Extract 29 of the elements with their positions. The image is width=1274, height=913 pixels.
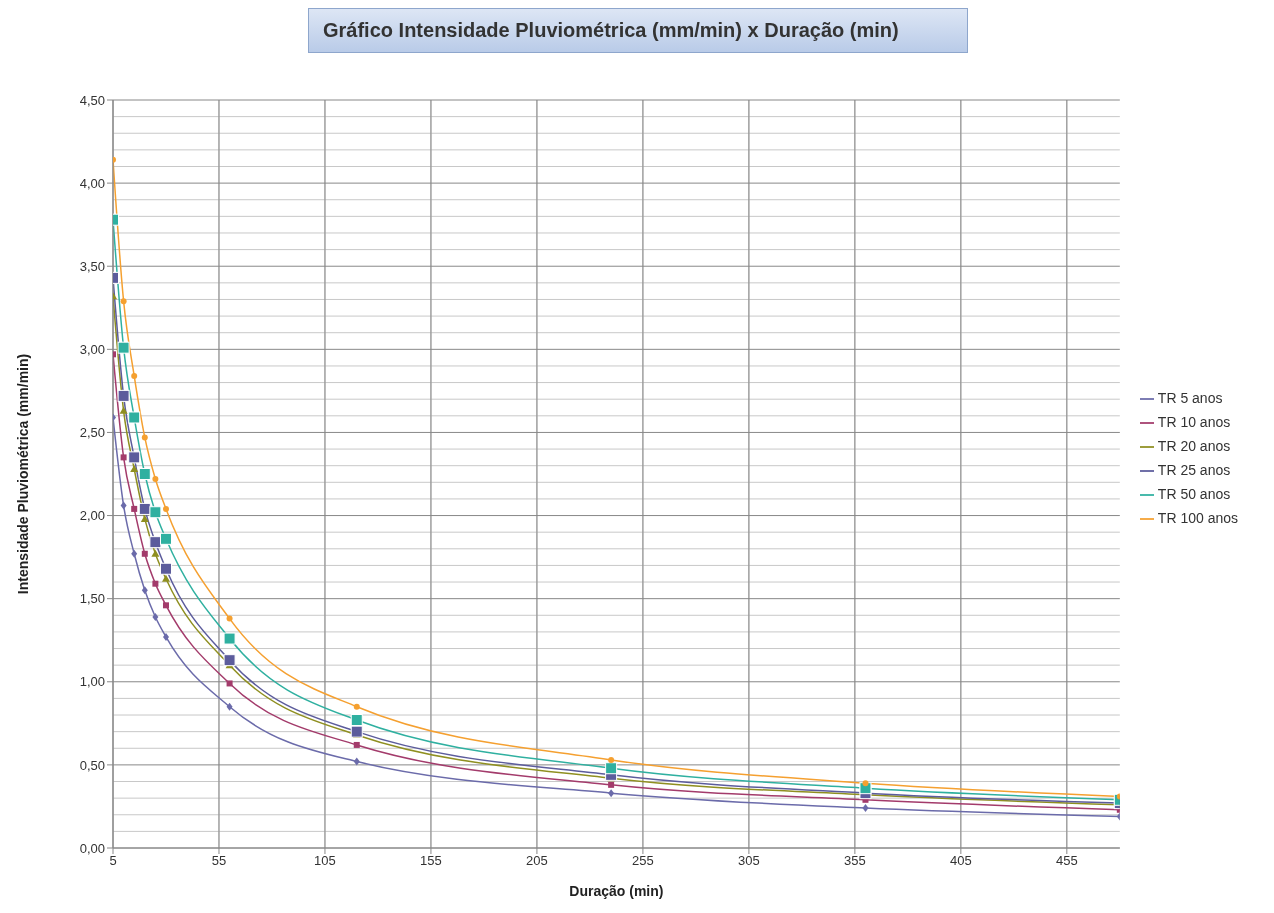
y-tick-label: 1,00 — [79, 674, 105, 690]
legend-label: TR 10 anos — [1157, 414, 1231, 430]
x-tick-label: 355 — [844, 853, 866, 869]
x-tick-label: 305 — [738, 853, 760, 869]
y-tick-label: 1,50 — [79, 591, 105, 607]
chart-title: Gráfico Intensidade Pluviométrica (mm/min) x Duração (min) — [308, 8, 968, 53]
x-tick-label: 205 — [526, 853, 548, 869]
legend-label: TR 50 anos — [1157, 486, 1231, 502]
legend-label: TR 25 anos — [1157, 462, 1231, 478]
legend-label: TR 100 anos — [1157, 510, 1238, 526]
x-tick-label: 255 — [632, 853, 654, 869]
y-tick-label: 4,00 — [79, 175, 105, 191]
x-tick-label: 455 — [1055, 853, 1078, 869]
y-tick-label: 3,50 — [79, 258, 105, 274]
legend-label: TR 5 anos — [1157, 390, 1223, 406]
y-tick-label: 3,00 — [79, 341, 105, 357]
x-tick-label: 55 — [211, 853, 227, 869]
y-tick-label: 2,50 — [79, 425, 105, 441]
x-tick-label: 155 — [420, 853, 442, 869]
y-tick-label: 4,50 — [79, 92, 105, 108]
y-axis-title: Intensidade Pluviométrica (mm/min) — [14, 353, 31, 595]
y-tick-label: 0,00 — [79, 840, 105, 856]
legend-label: TR 20 anos — [1157, 438, 1231, 454]
y-tick-label: 2,00 — [79, 508, 105, 524]
x-tick-label: 405 — [950, 853, 972, 869]
x-axis-title: Duração (min) — [569, 883, 664, 899]
x-tick-label: 105 — [314, 853, 336, 869]
x-tick-label: 5 — [109, 853, 117, 869]
y-tick-label: 0,50 — [79, 757, 105, 773]
